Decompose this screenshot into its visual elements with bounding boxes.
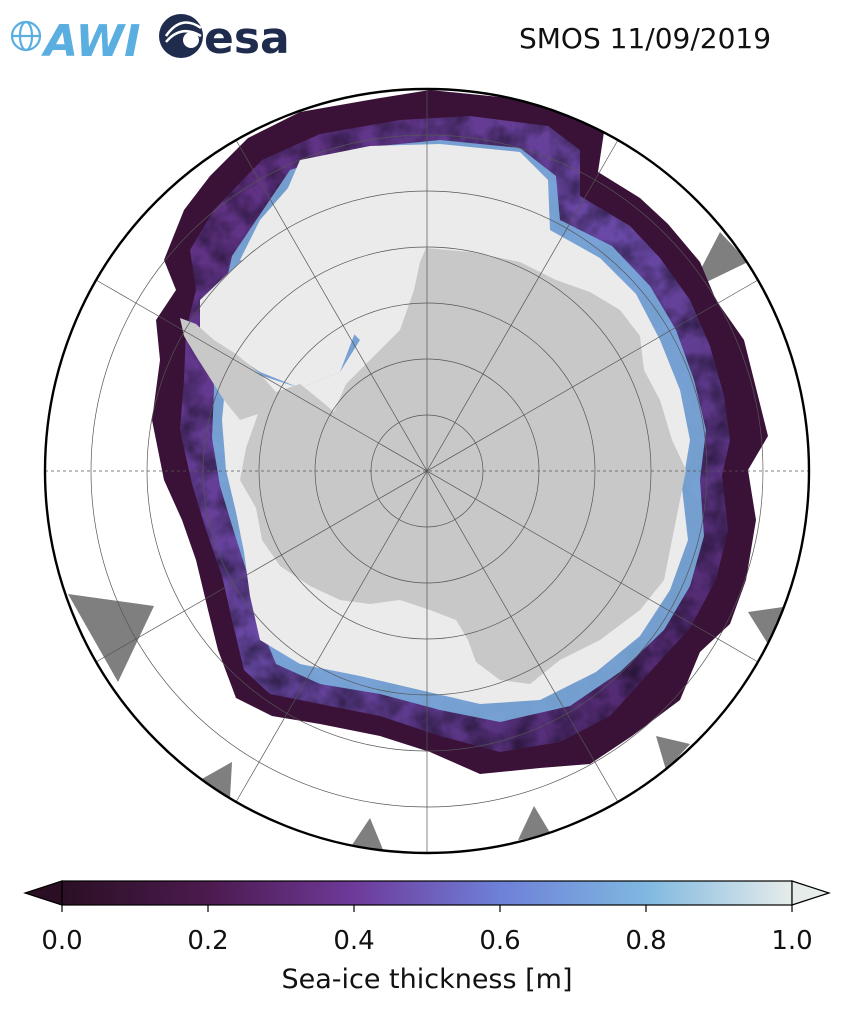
logos: AWI esa [10,13,290,66]
esa-logo-text: esa [204,13,290,64]
awi-logo-text: AWI [41,16,141,66]
antarctica [240,248,686,684]
colorbar-tick-label: 0.6 [479,926,520,956]
globe-icon [10,20,42,52]
colorbar-extend-low [23,880,63,906]
colorbar-tick-label: 0.4 [333,926,374,956]
colorbar-ticks: 0.0 0.2 0.4 0.6 0.8 1.0 [41,905,813,956]
colorbar-tick-label: 0.2 [187,926,228,956]
graticule [45,89,809,853]
map-boundary [43,87,811,855]
antarctic-peninsula [180,318,276,420]
colorbar-tick-label: 1.0 [771,926,812,956]
esa-logo: esa [159,13,290,64]
map-title: SMOS 11/09/2019 [519,22,772,55]
colorbar-gradient [61,880,793,906]
colorbar-extend-high [791,880,831,906]
colorbar-tick-label: 0.0 [41,926,82,956]
no-data-wedges [68,232,790,852]
weddell-ice [200,250,356,388]
polar-map [43,87,811,855]
esa-emblem-icon [159,14,203,58]
awi-logo: AWI [10,16,141,66]
colorbar-label: Sea-ice thickness [m] [281,964,573,995]
colorbar-tick-label: 0.8 [625,926,666,956]
